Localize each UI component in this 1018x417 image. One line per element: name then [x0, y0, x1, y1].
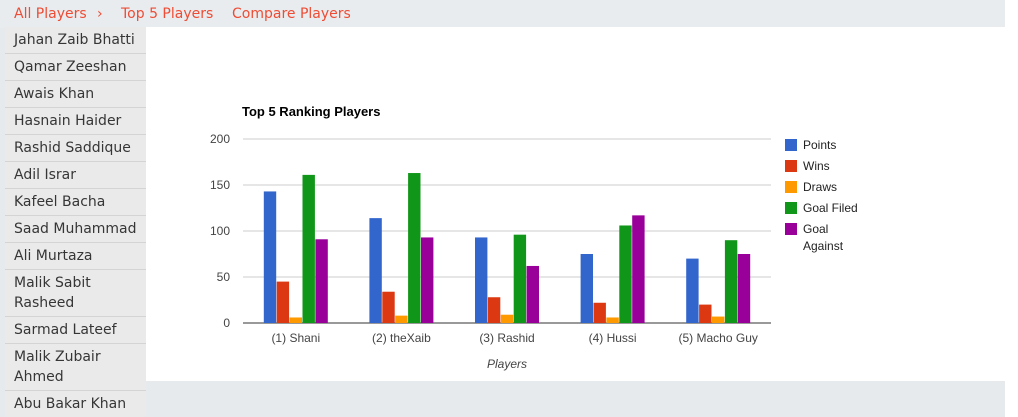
breadcrumb-separator: ›	[97, 6, 103, 22]
bar-points	[369, 218, 382, 323]
bar-wins	[487, 297, 501, 323]
legend-swatch	[785, 139, 797, 151]
y-tick-label: 0	[223, 316, 230, 330]
chart-title: Top 5 Ranking Players	[242, 104, 380, 119]
window-edge	[1005, 0, 1018, 417]
legend-label: Against	[803, 239, 844, 253]
breadcrumb-compare-link[interactable]: Compare Players	[232, 6, 351, 22]
x-tick-label: (2) theXaib	[372, 331, 431, 345]
x-tick-label: (4) Hussi	[589, 331, 637, 345]
bar-goal-against	[421, 237, 434, 323]
bar-wins	[382, 291, 395, 323]
y-tick-label: 150	[210, 178, 230, 192]
bar-points	[263, 191, 277, 323]
sidebar-item-player[interactable]: Adil Israr	[5, 162, 146, 189]
bar-draws	[500, 314, 514, 323]
bar-points	[580, 254, 593, 323]
x-tick-label: (5) Macho Guy	[679, 331, 758, 345]
bar-wins	[593, 302, 606, 323]
bar-goal-against	[632, 215, 645, 323]
bar-wins	[276, 281, 290, 323]
legend-label: Draws	[803, 180, 837, 194]
legend-label: Wins	[803, 159, 830, 173]
sidebar-item-player[interactable]: Ali Murtaza	[5, 243, 146, 270]
bar-draws	[395, 315, 408, 323]
legend-label: Goal	[803, 222, 828, 236]
sidebar-item-player[interactable]: Malik Zubair Ahmed	[5, 344, 146, 391]
breadcrumb-all-players-link[interactable]: All Players	[14, 6, 87, 22]
chart-panel: Top 5 Ranking Players 0 50 100 150 200 (1) Sha…	[146, 27, 1005, 381]
x-tick-label: (1) Shani	[271, 331, 320, 345]
sidebar-item-player[interactable]: Sarmad Lateef	[5, 317, 146, 344]
sidebar-item-player[interactable]: Hasnain Haider	[5, 108, 146, 135]
bar-draws	[606, 317, 619, 323]
bar-goal-filed	[619, 225, 632, 323]
breadcrumb-top5-link[interactable]: Top 5 Players	[121, 6, 214, 22]
sidebar-item-player[interactable]: Rashid Saddique	[5, 135, 146, 162]
bar-goal-filed	[513, 234, 527, 323]
sidebar-item-player[interactable]: Awais Khan	[5, 81, 146, 108]
bar-draws	[289, 317, 302, 323]
bar-points	[686, 258, 699, 323]
legend-swatch	[785, 202, 797, 214]
bar-goal-filed	[302, 174, 315, 323]
bar-points	[475, 237, 488, 323]
y-tick-label: 100	[210, 224, 230, 238]
sidebar-item-player[interactable]: Abu Bakar Khan	[5, 391, 146, 417]
ranking-bar-chart: Top 5 Ranking Players 0 50 100 150 200 (1) Sha…	[210, 104, 858, 371]
bar-goal-against	[526, 265, 539, 323]
bar-goal-against	[737, 254, 751, 323]
x-axis-label: Players	[487, 357, 527, 371]
breadcrumb: All Players › Top 5 Players Compare Play…	[0, 0, 1005, 28]
y-tick-label: 50	[217, 270, 231, 284]
y-tick-label: 200	[210, 132, 230, 146]
legend-label: Goal Filed	[803, 201, 858, 215]
bar-goal-filed	[408, 173, 421, 323]
legend-swatch	[785, 223, 797, 235]
legend-swatch	[785, 160, 797, 172]
sidebar-item-player[interactable]: Saad Muhammad	[5, 216, 146, 243]
player-sidebar: Jahan Zaib Bhatti Qamar Zeeshan Awais Kh…	[5, 27, 146, 417]
bar-goal-against	[315, 239, 328, 323]
sidebar-item-player[interactable]: Jahan Zaib Bhatti	[5, 27, 146, 54]
legend-label: Points	[803, 138, 836, 152]
x-tick-label: (3) Rashid	[479, 331, 534, 345]
sidebar-item-player[interactable]: Kafeel Bacha	[5, 189, 146, 216]
footer-strip	[146, 381, 1005, 417]
sidebar-item-player[interactable]: Malik Sabit Rasheed	[5, 270, 146, 317]
sidebar-item-player[interactable]: Qamar Zeeshan	[5, 54, 146, 81]
bar-goal-filed	[724, 240, 738, 323]
bar-wins	[699, 304, 712, 323]
bar-draws	[712, 316, 725, 323]
legend-swatch	[785, 181, 797, 193]
